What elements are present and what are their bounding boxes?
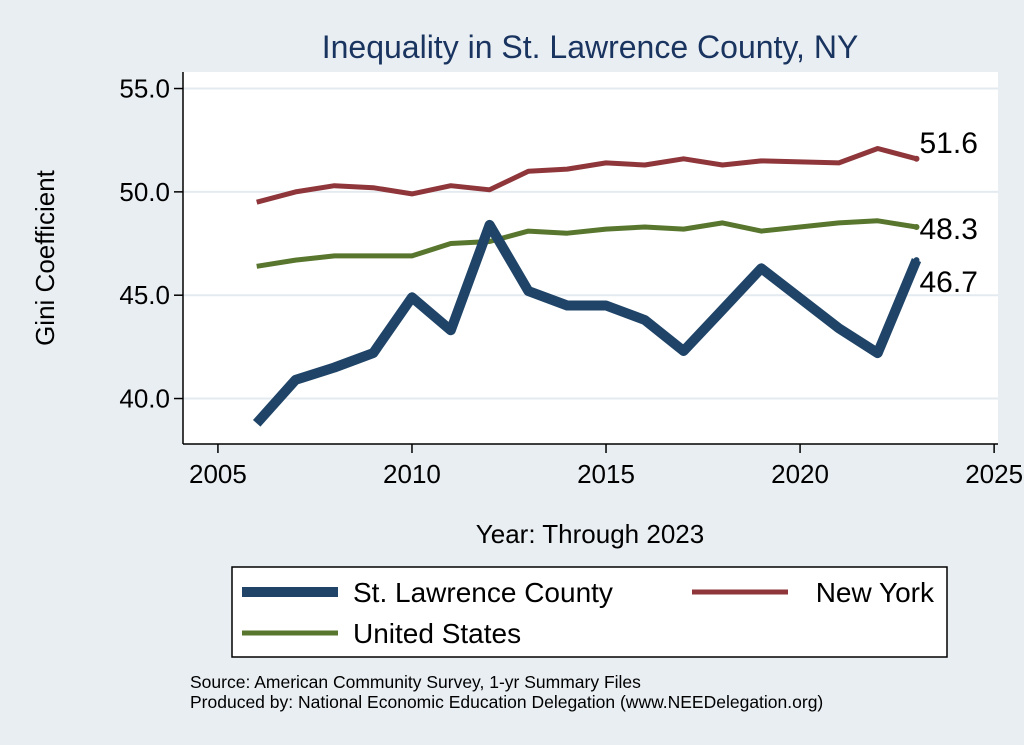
x-tick-label-0: 2005 <box>189 459 247 489</box>
legend-label-united-states: United States <box>353 618 521 649</box>
x-axis-label: Year: Through 2023 <box>476 519 704 549</box>
end-marker-st-lawrence-county <box>913 257 920 264</box>
x-tick-label-1: 2010 <box>383 459 441 489</box>
series-lines <box>252 146 922 427</box>
x-tick-label-4: 2025 <box>965 459 1023 489</box>
legend-label-new-york: New York <box>816 577 935 608</box>
y-tick-label-3: 55.0 <box>119 74 170 104</box>
x-tick-label-2: 2015 <box>577 459 635 489</box>
source-note: Source: American Community Survey, 1-yr … <box>190 672 641 692</box>
axes: 40.0 45.0 50.0 55.0 2005 2010 2015 2020 2025 <box>119 72 1023 489</box>
end-marker-united-states <box>913 224 920 230</box>
legend-label-st-lawrence-county: St. Lawrence County <box>353 577 613 608</box>
legend-box <box>231 566 948 658</box>
legend: St. Lawrence County New York United States <box>231 566 948 658</box>
series-line-st-lawrence-county <box>252 219 922 427</box>
end-marker-new-york <box>913 155 920 162</box>
series-line-united-states <box>256 218 917 269</box>
y-tick-label-2: 50.0 <box>119 177 170 207</box>
y-tick-label-0: 40.0 <box>119 384 170 414</box>
series-line-new-york <box>256 146 918 205</box>
end-label-united-states: 48.3 <box>920 213 978 246</box>
end-labels: 46.7 51.6 48.3 <box>920 127 978 299</box>
end-label-st-lawrence-county: 46.7 <box>920 266 978 299</box>
x-tick-label-3: 2020 <box>771 459 829 489</box>
chart-title: Inequality in St. Lawrence County, NY <box>322 29 859 65</box>
y-tick-label-1: 45.0 <box>119 280 170 310</box>
grid-lines <box>183 87 998 400</box>
y-axis-label: Gini Coefficient <box>30 169 60 346</box>
end-label-new-york: 51.6 <box>920 127 978 160</box>
produced-by-note: Produced by: National Economic Education… <box>190 692 823 712</box>
